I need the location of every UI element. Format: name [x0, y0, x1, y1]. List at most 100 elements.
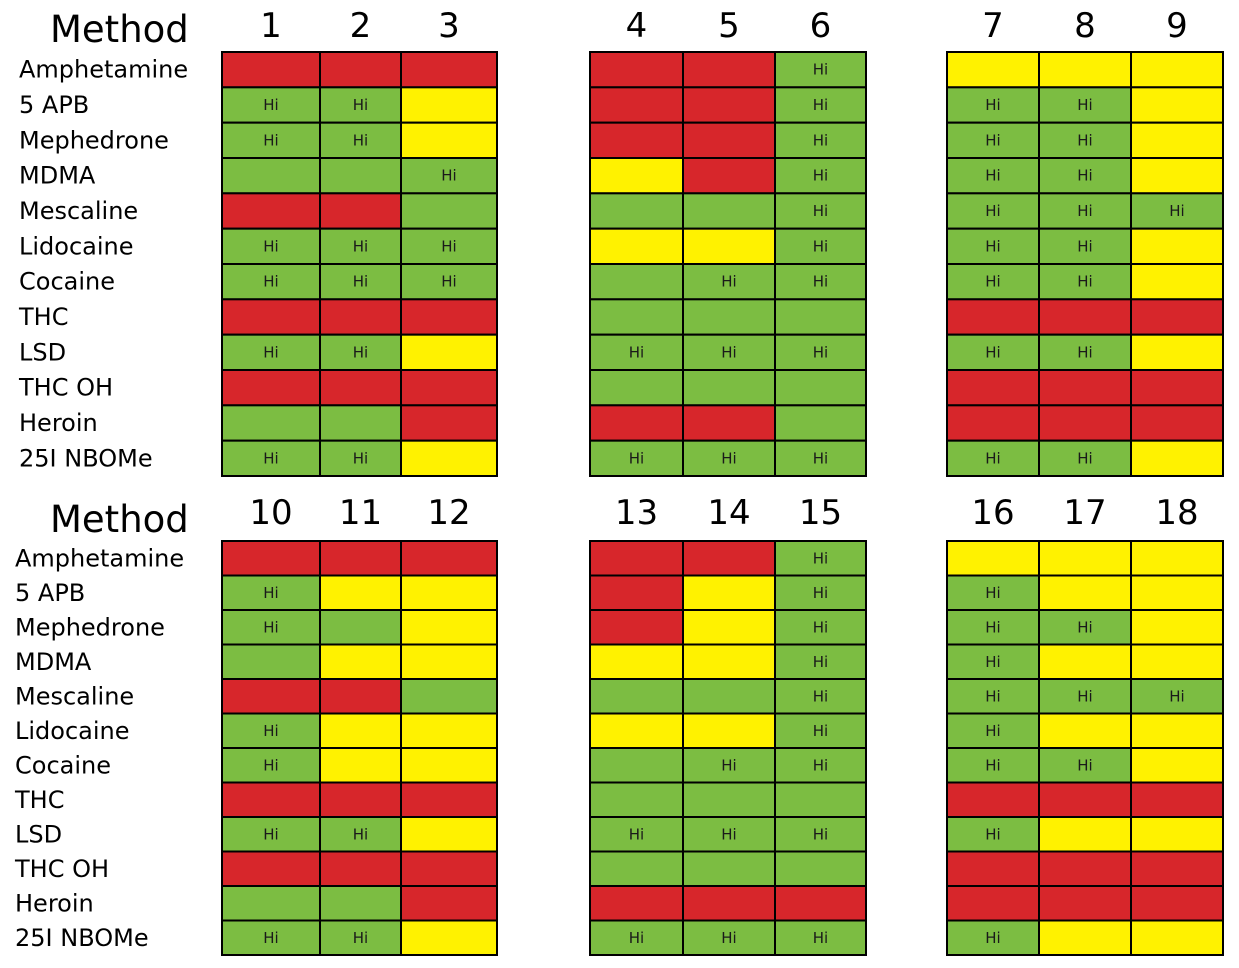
cell-method-15-row-12: [774, 919, 867, 956]
cell-method-14-row-12: [682, 919, 776, 956]
cell-method-6-row-10: [774, 369, 867, 407]
cell-method-14-row-11: [682, 885, 776, 922]
cell-method-17-row-4: [1038, 643, 1132, 680]
cell-method-11-row-5: [319, 678, 402, 715]
cell-method-15-row-11: [774, 885, 867, 922]
cell-method-16-row-11: [946, 885, 1040, 922]
cell-method-16-row-8: [946, 781, 1040, 818]
cell-method-6-row-12: [774, 439, 867, 477]
cell-method-14-row-10: [682, 850, 776, 887]
cell-method-3-row-5: [400, 192, 498, 230]
hi-label: Hi: [1077, 237, 1092, 255]
cell-method-9-row-1: [1130, 51, 1224, 89]
method-number-17: 17: [1063, 493, 1106, 533]
hi-label: Hi: [441, 237, 456, 255]
cell-method-5-row-11: [682, 404, 776, 442]
hi-label: Hi: [263, 756, 278, 774]
cell-method-18-row-2: [1130, 574, 1224, 611]
cell-method-6-row-4: [774, 157, 867, 195]
row-label-thc-oh: THC OH: [18, 374, 113, 402]
cell-method-3-row-6: [400, 227, 498, 266]
cell-method-16-row-2: [946, 574, 1040, 611]
cell-method-17-row-11: [1038, 885, 1132, 922]
hi-label: Hi: [985, 202, 1000, 220]
cell-method-18-row-4: [1130, 643, 1224, 680]
cell-method-5-row-1: [682, 51, 776, 89]
hi-label: Hi: [985, 131, 1000, 149]
cell-method-12-row-9: [400, 816, 498, 853]
cell-method-11-row-11: [319, 885, 402, 922]
hi-label: Hi: [813, 449, 828, 467]
cell-method-17-row-12: [1038, 919, 1132, 956]
cell-method-10-row-11: [221, 885, 321, 922]
cell-method-2-row-1: [319, 51, 402, 89]
cell-method-6-row-11: [774, 404, 867, 442]
cell-method-11-row-1: [319, 540, 402, 577]
hi-label: Hi: [263, 722, 278, 740]
hi-label: Hi: [1077, 202, 1092, 220]
hi-label: Hi: [985, 584, 1000, 602]
cell-method-16-row-1: [946, 540, 1040, 577]
method-number-4: 4: [626, 6, 648, 46]
cell-method-4-row-6: [589, 227, 684, 266]
row-label-mephedrone: Mephedrone: [19, 126, 169, 154]
cell-method-14-row-8: [682, 781, 776, 818]
cell-method-13-row-7: [589, 747, 684, 784]
cell-method-10-row-6: [221, 712, 321, 749]
hi-label: Hi: [985, 929, 1000, 947]
cell-method-3-row-10: [400, 369, 498, 407]
cell-method-14-row-6: [682, 712, 776, 749]
hi-label: Hi: [813, 131, 828, 149]
cell-method-12-row-11: [400, 885, 498, 922]
cell-method-17-row-2: [1038, 574, 1132, 611]
hi-label: Hi: [353, 929, 368, 947]
hi-label: Hi: [1077, 449, 1092, 467]
hi-label: Hi: [263, 584, 278, 602]
method-number-12: 12: [427, 493, 470, 533]
method-number-16: 16: [971, 493, 1014, 533]
hi-label: Hi: [813, 825, 828, 843]
cell-method-18-row-5: [1130, 678, 1224, 715]
cell-method-15-row-7: [774, 747, 867, 784]
cell-method-18-row-7: [1130, 747, 1224, 784]
cell-method-11-row-6: [319, 712, 402, 749]
cell-method-9-row-2: [1130, 86, 1224, 124]
hi-label: Hi: [985, 167, 1000, 185]
hi-label: Hi: [721, 756, 736, 774]
cell-method-3-row-9: [400, 333, 498, 371]
cell-method-3-row-12: [400, 439, 498, 477]
cell-method-6-row-8: [774, 298, 867, 336]
cell-method-7-row-3: [946, 121, 1040, 159]
cell-method-8-row-10: [1038, 369, 1132, 407]
hi-label: Hi: [441, 167, 456, 185]
cell-method-4-row-7: [589, 263, 684, 301]
cell-method-10-row-5: [221, 678, 321, 715]
method-number-9: 9: [1166, 6, 1188, 46]
hi-label: Hi: [985, 449, 1000, 467]
hi-label: Hi: [813, 549, 828, 567]
hi-label: Hi: [1077, 756, 1092, 774]
cell-method-6-row-1: [774, 51, 867, 89]
hi-label: Hi: [721, 929, 736, 947]
cell-method-12-row-1: [400, 540, 498, 577]
hi-label: Hi: [813, 202, 828, 220]
cell-method-4-row-3: [589, 121, 684, 159]
cell-method-1-row-1: [221, 51, 321, 89]
hi-label: Hi: [263, 449, 278, 467]
method-number-5: 5: [718, 6, 740, 46]
cell-method-15-row-5: [774, 678, 867, 715]
cell-method-7-row-11: [946, 404, 1040, 442]
cell-method-13-row-11: [589, 885, 684, 922]
method-number-18: 18: [1155, 493, 1198, 533]
cell-method-2-row-3: [319, 121, 402, 159]
method-title: Method: [50, 498, 189, 541]
hi-label: Hi: [813, 273, 828, 291]
cell-method-12-row-10: [400, 850, 498, 887]
row-label-25i-nbome: 25I NBOMe: [15, 924, 149, 952]
hi-label: Hi: [985, 273, 1000, 291]
hi-label: Hi: [985, 722, 1000, 740]
cell-method-2-row-7: [319, 263, 402, 301]
cell-method-14-row-1: [682, 540, 776, 577]
cell-method-12-row-2: [400, 574, 498, 611]
